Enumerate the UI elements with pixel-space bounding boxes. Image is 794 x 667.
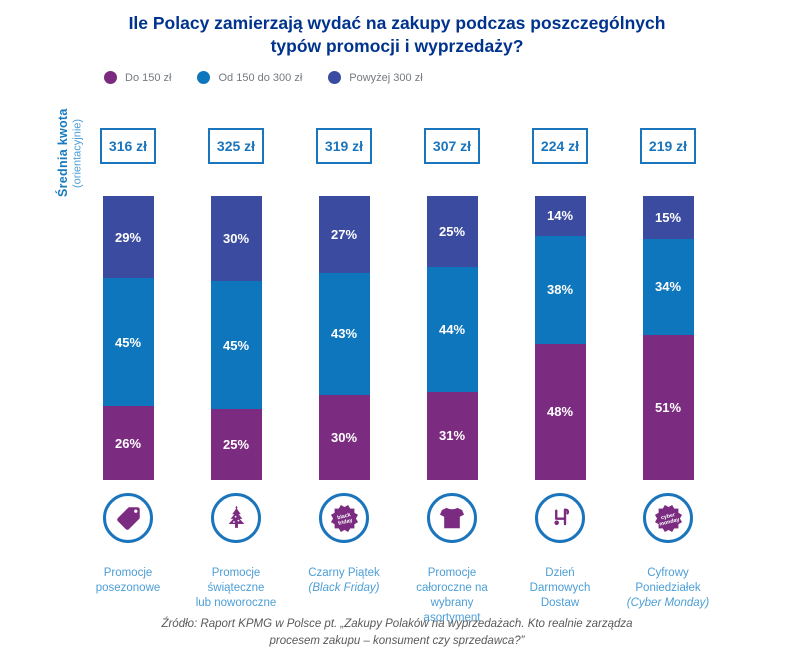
promo-label: Dzień Darmowych Dostaw: [529, 566, 591, 609]
legend-label: Od 150 do 300 zł: [218, 71, 303, 84]
percent-label: 34%: [654, 279, 682, 295]
price-tag-icon: [115, 505, 142, 532]
avg-amount-box: 325 zł: [208, 128, 264, 164]
percent-label: 27%: [330, 226, 358, 242]
percent-label: 45%: [114, 334, 142, 350]
percent-label: 25%: [438, 224, 466, 239]
legend: Do 150 zł Od 150 do 300 zł Powyżej 300 z…: [104, 71, 423, 84]
legend-item-over-300: Powyżej 300 zł: [328, 71, 423, 84]
bar-segment-150-300: 38%: [534, 235, 586, 344]
legend-dot-darkblue-icon: [328, 71, 342, 84]
percent-label: 25%: [222, 436, 250, 452]
bar-segment-over300: 25%: [426, 196, 478, 267]
icon-circle: cyber monday: [643, 493, 693, 543]
avg-amount-value: 307 zł: [432, 138, 472, 154]
bar-segment-under150: 26%: [102, 406, 154, 480]
stacked-bar: 29% 45% 26%: [102, 196, 154, 480]
percent-label: 30%: [222, 231, 250, 247]
chart-area: 316 zł 29% 45% 26% Promocje posezonowe: [74, 128, 722, 641]
y-axis-label-bold: Średnia kwota: [56, 108, 70, 198]
percent-label: 43%: [330, 326, 358, 342]
promo-column-czarny-piatek: 319 zł 27% 43% 30% black: [290, 128, 398, 641]
legend-label: Powyżej 300 zł: [349, 71, 423, 84]
chart-title: Ile Polacy zamierzają wydać na zakupy po…: [128, 13, 666, 56]
stacked-bar: 25% 44% 31%: [426, 196, 478, 480]
delivery-trolley-icon: [547, 505, 574, 532]
promo-column-darmowe-dostawy: 224 zł 14% 38% 48%: [506, 128, 614, 641]
bar-segment-150-300: 44%: [426, 267, 478, 392]
avg-amount-box: 307 zł: [424, 128, 480, 164]
legend-dot-purple-icon: [104, 71, 117, 84]
promo-column-caloroczne: 307 zł 25% 44% 31% Promocje całoroczne n…: [398, 128, 506, 641]
bar-segment-over300: 30%: [210, 196, 262, 282]
legend-item-under-150: Do 150 zł: [104, 71, 171, 84]
stacked-bar: 27% 43% 30%: [318, 196, 370, 480]
avg-amount-value: 325 zł: [216, 138, 256, 154]
percent-label: 15%: [654, 209, 682, 225]
percent-label: 48%: [546, 404, 574, 420]
promo-label: Promocje posezonowe: [95, 566, 161, 594]
avg-amount-box: 319 zł: [316, 128, 372, 164]
icon-circle: [211, 493, 261, 543]
percent-label: 30%: [330, 429, 358, 445]
legend-item-150-300: Od 150 do 300 zł: [197, 71, 302, 84]
promo-column-cyber-monday: 219 zł 15% 34% 51% cyber: [614, 128, 722, 641]
svg-text:monday: monday: [658, 516, 679, 527]
promo-label: Promocje całoroczne na wybrany asortymen…: [416, 566, 488, 624]
icon-circle: [103, 493, 153, 543]
percent-label: 44%: [438, 321, 466, 337]
avg-amount-value: 219 zł: [648, 138, 688, 154]
promo-label: Czarny Piątek (Black Friday): [308, 566, 380, 594]
avg-amount-box: 224 zł: [532, 128, 588, 164]
stacked-bar: 15% 34% 51%: [642, 196, 694, 480]
icon-circle: [427, 493, 477, 543]
promo-column-posezonowe: 316 zł 29% 45% 26% Promocje posezonowe: [74, 128, 182, 641]
tshirt-icon: [438, 504, 466, 532]
bar-segment-over300: 29%: [102, 196, 154, 279]
percent-label: 51%: [654, 400, 682, 416]
percent-label: 38%: [546, 282, 574, 298]
percent-label: 29%: [114, 229, 142, 245]
avg-amount-box: 316 zł: [100, 128, 156, 164]
icon-circle: [535, 493, 585, 543]
legend-dot-blue-icon: [197, 71, 211, 84]
source-note: Źródło: Raport KPMG w Polsce pt. „Zakupy…: [161, 618, 633, 647]
bar-segment-under150: 31%: [426, 391, 478, 480]
bar-segment-over300: 15%: [642, 196, 694, 239]
bar-segment-under150: 48%: [534, 343, 586, 480]
promo-column-swiateczne: 325 zł 30% 45% 25%: [182, 128, 290, 641]
avg-amount-box: 219 zł: [640, 128, 696, 164]
percent-label: 26%: [114, 435, 142, 451]
percent-label: 45%: [222, 337, 250, 353]
bar-segment-150-300: 43%: [318, 272, 370, 395]
bar-segment-150-300: 34%: [642, 238, 694, 336]
bar-segment-150-300: 45%: [102, 278, 154, 407]
icon-circle: black friday: [319, 493, 369, 543]
promo-label: Promocje świąteczne lub noworoczne: [195, 566, 277, 609]
bar-segment-over300: 27%: [318, 196, 370, 273]
avg-amount-value: 319 zł: [324, 138, 364, 154]
bar-segment-under150: 25%: [210, 408, 262, 480]
bar-segment-over300: 14%: [534, 196, 586, 236]
bar-segment-under150: 30%: [318, 394, 370, 480]
svg-text:cyber: cyber: [660, 512, 675, 521]
svg-text:black: black: [336, 512, 351, 521]
legend-label: Do 150 zł: [125, 71, 172, 84]
stacked-bar: 30% 45% 25%: [210, 196, 262, 480]
promo-label: Cyfrowy Poniedziałek (Cyber Monday): [626, 566, 710, 609]
bar-segment-150-300: 45%: [210, 281, 262, 409]
christmas-tree-icon: [223, 505, 250, 532]
avg-amount-value: 316 zł: [108, 138, 148, 154]
black-friday-badge-icon: black friday: [328, 502, 361, 535]
svg-text:friday: friday: [337, 517, 353, 526]
percent-label: 14%: [546, 208, 574, 224]
cyber-monday-badge-icon: cyber monday: [652, 502, 685, 535]
avg-amount-value: 224 zł: [540, 138, 580, 154]
stacked-bar: 14% 38% 48%: [534, 196, 586, 480]
percent-label: 31%: [438, 428, 466, 444]
bar-segment-under150: 51%: [642, 335, 694, 480]
